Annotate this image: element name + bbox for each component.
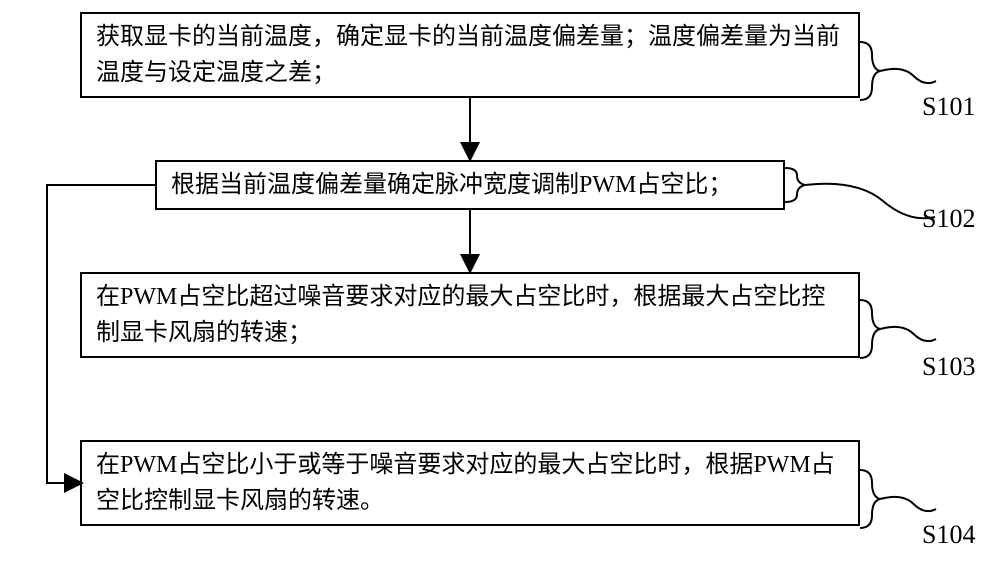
step-text: 根据当前温度偏差量确定脉冲宽度调制PWM占空比；	[171, 167, 732, 203]
step-text: 在PWM占空比小于或等于噪音要求对应的最大占空比时，根据PWM占空比控制显卡风扇…	[96, 447, 844, 519]
step-text: 获取显卡的当前温度，确定显卡的当前温度偏差量；温度偏差量为当前温度与设定温度之差…	[96, 19, 844, 91]
step-label-s103: S103	[922, 352, 975, 382]
step-box-s103: 在PWM占空比超过噪音要求对应的最大占空比时，根据最大占空比控制显卡风扇的转速；	[80, 272, 860, 358]
step-box-s104: 在PWM占空比小于或等于噪音要求对应的最大占空比时，根据PWM占空比控制显卡风扇…	[80, 440, 860, 526]
step-box-s102: 根据当前温度偏差量确定脉冲宽度调制PWM占空比；	[155, 160, 785, 210]
step-label-s102: S102	[922, 204, 975, 234]
step-text: 在PWM占空比超过噪音要求对应的最大占空比时，根据最大占空比控制显卡风扇的转速；	[96, 279, 844, 351]
step-box-s101: 获取显卡的当前温度，确定显卡的当前温度偏差量；温度偏差量为当前温度与设定温度之差…	[80, 12, 860, 98]
step-label-s104: S104	[922, 520, 975, 550]
step-label-s101: S101	[922, 92, 975, 122]
flowchart-canvas: 获取显卡的当前温度，确定显卡的当前温度偏差量；温度偏差量为当前温度与设定温度之差…	[0, 0, 1000, 568]
